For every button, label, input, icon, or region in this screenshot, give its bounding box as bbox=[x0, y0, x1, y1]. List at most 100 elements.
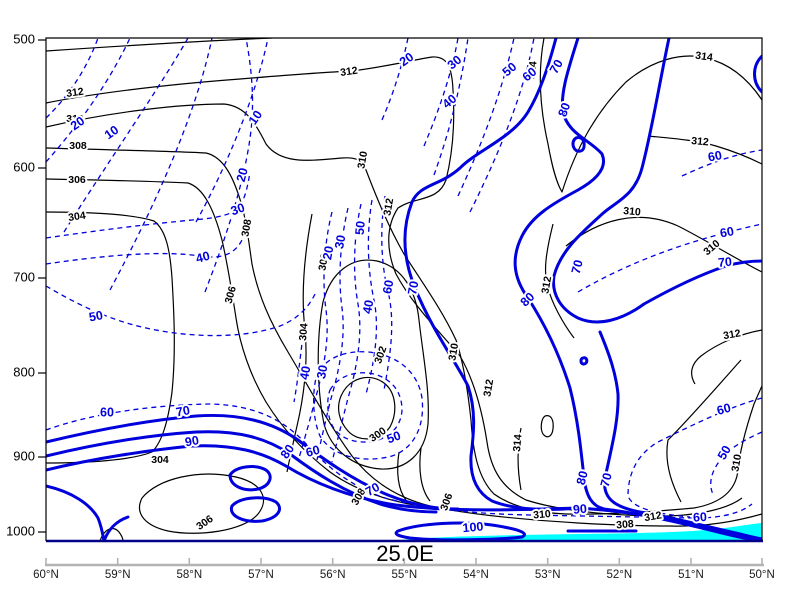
contour-line-rh-60 bbox=[681, 149, 762, 177]
rh-contour-label: 40 bbox=[194, 249, 211, 266]
x-axis-tick-label: 54°N bbox=[463, 569, 489, 581]
rh-contour-label: 90 bbox=[184, 433, 200, 449]
contour-line-rh-50 bbox=[46, 285, 317, 337]
x-axis-tick-label: 51°N bbox=[678, 569, 704, 581]
contour-line-rh-x bbox=[109, 38, 213, 291]
y-axis-tick-label: 1000 bbox=[6, 523, 35, 538]
y-axis-tick-label: 700 bbox=[13, 269, 35, 284]
contour-line-theta-310 bbox=[46, 103, 762, 515]
x-axis-tick-label: 59°N bbox=[105, 569, 131, 581]
theta-contour-label: 310 bbox=[66, 113, 84, 125]
rh-contour-label: 40 bbox=[360, 299, 376, 315]
contour-line-rh-x bbox=[229, 496, 281, 523]
contour-line-rh-40 bbox=[327, 372, 403, 443]
rh-contour-label: 40 bbox=[297, 365, 313, 381]
contour-line-rh-10 bbox=[195, 38, 269, 223]
x-axis-tick-label: 52°N bbox=[606, 569, 632, 581]
contour-line-theta-312 bbox=[544, 223, 575, 339]
rh-contour-label: 70 bbox=[405, 280, 421, 296]
theta-contour-label: 312 bbox=[643, 509, 662, 524]
contour-line-rh-x bbox=[579, 356, 589, 366]
contour-line-rh-20 bbox=[46, 38, 131, 163]
rh-contour-label: 30 bbox=[445, 53, 465, 73]
y-axis-tick-label: 600 bbox=[13, 159, 35, 174]
theta-contour-label: 308 bbox=[69, 140, 87, 152]
y-axis-tick-label: 800 bbox=[13, 364, 35, 379]
rh-contour-label: 100 bbox=[462, 519, 484, 535]
contour-line-theta-306 bbox=[138, 473, 264, 534]
rh-contour-label: 10 bbox=[246, 108, 265, 127]
theta-contour-label: 306 bbox=[223, 285, 239, 305]
humidity-dashed-contours bbox=[46, 38, 762, 519]
rh-contour-label: 30 bbox=[314, 364, 330, 380]
rh-contour-label: 60 bbox=[719, 224, 735, 240]
x-axis-tick-label: 57°N bbox=[248, 569, 274, 581]
contour-line-theta-308 bbox=[46, 147, 762, 527]
contour-line-rh-60 bbox=[577, 223, 762, 293]
theta-contour-label: 306 bbox=[68, 174, 86, 186]
theta-contour-label: 314 bbox=[695, 50, 714, 64]
theta-contour-label: 306 bbox=[194, 513, 215, 533]
rh-contour-label: 90 bbox=[572, 502, 587, 517]
contour-line-rh-x bbox=[753, 54, 762, 94]
rh-contour-label: 40 bbox=[440, 92, 460, 112]
contour-labels: 3123123103083063043043063083103123063003… bbox=[63, 48, 746, 538]
contour-line-rh-50 bbox=[457, 38, 515, 197]
contour-line-theta-310 bbox=[565, 216, 762, 273]
rh-contour-label: 60 bbox=[380, 279, 396, 295]
rh-contour-label: 50 bbox=[88, 308, 104, 324]
plot-frame bbox=[45, 37, 763, 541]
y-axis-tick-label: 500 bbox=[13, 31, 35, 46]
contour-line-rh-50 bbox=[365, 199, 378, 395]
contour-line-rh-50 bbox=[313, 351, 424, 460]
contour-line-theta-312 bbox=[46, 56, 743, 517]
temperature-contours bbox=[46, 38, 762, 541]
x-axis-tick-label: 58°N bbox=[176, 569, 202, 581]
contour-line-theta-312 bbox=[666, 359, 742, 503]
theta-contour-label: 304 bbox=[297, 323, 310, 342]
theta-contour-label: 308 bbox=[616, 518, 635, 531]
theta-contour-label: 312 bbox=[339, 65, 358, 79]
contour-line-rh-50 bbox=[710, 431, 762, 497]
rh-contour-label: 60 bbox=[100, 405, 114, 419]
contour-line-rh-20 bbox=[381, 38, 409, 121]
contour-line-rh-40 bbox=[46, 239, 243, 265]
rh-contour-label: 10 bbox=[102, 123, 121, 142]
theta-contour-label: 310 bbox=[355, 150, 370, 169]
contour-line-rh-90 bbox=[46, 444, 762, 541]
contour-line-rh-20 bbox=[204, 38, 254, 293]
theta-contour-label: 308 bbox=[239, 218, 254, 237]
contour-line-rh-30 bbox=[46, 171, 251, 239]
rh-contour-label: 80 bbox=[555, 101, 573, 119]
contour-line-theta-312 bbox=[691, 329, 762, 385]
contour-line-theta-314 bbox=[539, 38, 762, 193]
contour-line-theta-x bbox=[99, 528, 124, 541]
contour-line-theta-x bbox=[540, 415, 554, 438]
rh-contour-label: 50 bbox=[385, 428, 403, 446]
contour-line-rh-80 bbox=[513, 38, 762, 541]
contour-line-theta-x bbox=[397, 451, 407, 501]
rh-contour-label: 20 bbox=[234, 166, 251, 183]
rh-contour-label: 60 bbox=[304, 443, 321, 460]
contour-line-rh-x bbox=[228, 465, 272, 492]
contour-line-rh-40 bbox=[331, 203, 362, 463]
contour-line-rh-30 bbox=[316, 207, 349, 461]
y-axis: 500 600 700 800 900 1000 bbox=[6, 31, 46, 538]
rh-contour-label: 70 bbox=[569, 258, 586, 275]
rh-contour-label: 20 bbox=[320, 245, 336, 261]
rh-contour-label: 70 bbox=[717, 255, 732, 270]
contour-line-theta-x bbox=[419, 447, 431, 502]
theta-contour-label: 312 bbox=[539, 275, 554, 294]
theta-contour-label: 310 bbox=[446, 342, 461, 361]
x-axis-tick-label: 56°N bbox=[320, 569, 346, 581]
theta-contour-label: 314 bbox=[526, 61, 539, 80]
contour-line-theta-304 bbox=[286, 213, 313, 473]
contour-line-rh-60 bbox=[381, 195, 393, 391]
theta-contour-label: 310 bbox=[533, 508, 552, 521]
contour-line-rh-80 bbox=[46, 430, 438, 514]
contour-line-rh-40 bbox=[433, 38, 469, 176]
contour-line-rh-x bbox=[46, 38, 99, 119]
rh-contour-label: 30 bbox=[332, 234, 348, 250]
theta-contour-label: 304 bbox=[67, 210, 86, 224]
